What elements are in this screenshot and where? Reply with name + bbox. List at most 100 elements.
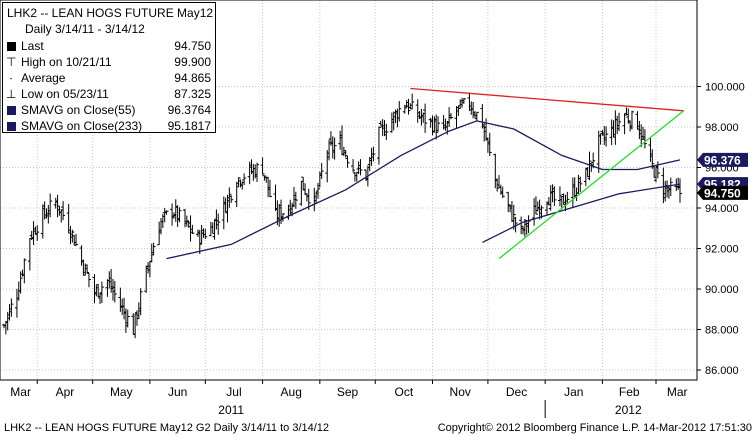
y-tick-label: 100.000: [705, 82, 745, 94]
y-tick-label: 94.000: [705, 203, 739, 215]
price-bar: [436, 116, 441, 132]
price-bar: [533, 196, 538, 215]
price-bar: [668, 177, 673, 197]
price-bar: [474, 111, 479, 121]
tag-last-box: [697, 185, 748, 200]
price-bar: [358, 159, 363, 176]
price-bar: [164, 210, 169, 215]
gridlines: [0, 0, 697, 380]
price-bar: [125, 309, 130, 328]
price-bar: [604, 126, 609, 147]
x-month-label: Apr: [56, 385, 75, 399]
tag-last-label: 94.750: [704, 186, 741, 200]
price-bar: [384, 123, 389, 141]
price-bar: [678, 178, 682, 203]
price-bar: [642, 129, 647, 149]
legend-last-label: Last: [21, 39, 44, 53]
price-bar: [177, 207, 182, 223]
x-month-label: Mar: [667, 385, 688, 399]
trendlines: [410, 87, 685, 260]
support-trendline: [498, 110, 685, 260]
price-bar: [260, 157, 265, 175]
price-bar: [267, 179, 272, 198]
price-bar: [351, 159, 356, 172]
legend-sma233-label: SMAVG on Close(233): [21, 119, 143, 133]
low-marker-icon: ⊥: [6, 87, 17, 101]
price-bar: [48, 193, 53, 218]
price-bar: [229, 195, 234, 203]
legend-last-value: 94.750: [174, 39, 211, 53]
price-bars: [2, 92, 682, 339]
price-bar: [513, 217, 518, 233]
price-bar: [262, 175, 267, 181]
y-tick-label: 90.000: [705, 284, 739, 296]
price-bar: [184, 215, 189, 227]
x-month-label: Feb: [619, 385, 640, 399]
x-month-label: Jun: [168, 385, 187, 399]
price-bar: [500, 186, 505, 199]
price-bar: [255, 162, 260, 182]
tag-sma55: 96.376: [697, 152, 748, 167]
y-tick-label: 98.000: [705, 122, 739, 134]
price-bar: [99, 281, 104, 304]
x-month-label: Dec: [506, 385, 527, 399]
price-bar: [617, 112, 622, 132]
tag-last: 94.750: [697, 185, 748, 200]
price-bar: [280, 213, 285, 222]
x-month-label: Oct: [395, 385, 414, 399]
x-month-label: Nov: [450, 385, 471, 399]
tag-sma55-box: [697, 152, 748, 167]
legend-high-value: 99.900: [174, 55, 211, 69]
price-bar: [35, 225, 40, 241]
resistance-trendline: [410, 87, 684, 112]
x-month-label: Jul: [226, 385, 241, 399]
legend-average-value: 94.865: [174, 71, 211, 85]
price-bar: [86, 272, 91, 288]
price-bar: [461, 97, 466, 104]
sma55-line: [166, 120, 681, 260]
price-bar: [629, 110, 634, 130]
y-tick-label: 88.000: [705, 325, 739, 337]
price-bar: [397, 101, 402, 122]
price-bar: [18, 271, 23, 294]
price-bar: [112, 280, 117, 303]
x-month-label: Mar: [10, 385, 31, 399]
price-bar: [242, 173, 247, 186]
x-month-label: Sep: [337, 385, 359, 399]
price-bar: [552, 186, 557, 206]
price-bar: [151, 242, 156, 256]
price-bar: [423, 103, 428, 133]
footer-right: Copyright© 2012 Bloomberg Finance L.P. 1…: [437, 422, 752, 434]
price-bar: [9, 298, 14, 317]
x-axis-labels: Mar Apr May Jun Jul Aug Sep Oct Nov Dec Jan Feb Mar 2…: [10, 380, 688, 418]
price-bar: [557, 186, 562, 207]
price-bar: [216, 213, 221, 235]
footer-left: LHK2 -- LEAN HOGS FUTURE May12 G2 Daily …: [4, 422, 330, 434]
sma233-line: [482, 183, 681, 243]
price-bar: [434, 114, 439, 140]
price-bar: [61, 201, 66, 221]
legend-sma233-value: 95.1817: [167, 119, 211, 133]
price-bar: [203, 228, 208, 239]
sma55-marker-icon: [7, 106, 16, 115]
price-bar: [190, 224, 195, 234]
price-bar: [138, 288, 143, 316]
price-bar: [511, 204, 516, 230]
legend-sma55-value: 96.3764: [167, 103, 211, 117]
price-bar: [22, 258, 27, 284]
legend: LHK2 -- LEAN HOGS FUTURE May12 Daily 3/1…: [2, 2, 216, 133]
price-bar: [406, 98, 411, 115]
footer: LHK2 -- LEAN HOGS FUTURE May12 G2 Daily …: [0, 420, 756, 436]
price-bar: [448, 112, 453, 120]
price-bar: [587, 151, 592, 181]
price-bar: [74, 233, 79, 246]
legend-sma55-label: SMAVG on Close(55): [21, 103, 136, 117]
legend-title: LHK2 -- LEAN HOGS FUTURE May12: [7, 6, 214, 20]
moving-averages: [166, 120, 681, 260]
price-bar: [410, 93, 415, 110]
price-bar: [565, 191, 570, 204]
high-marker-icon: ⊤: [6, 55, 17, 69]
price-bar: [236, 177, 241, 187]
average-marker-icon: ∙: [9, 71, 13, 85]
